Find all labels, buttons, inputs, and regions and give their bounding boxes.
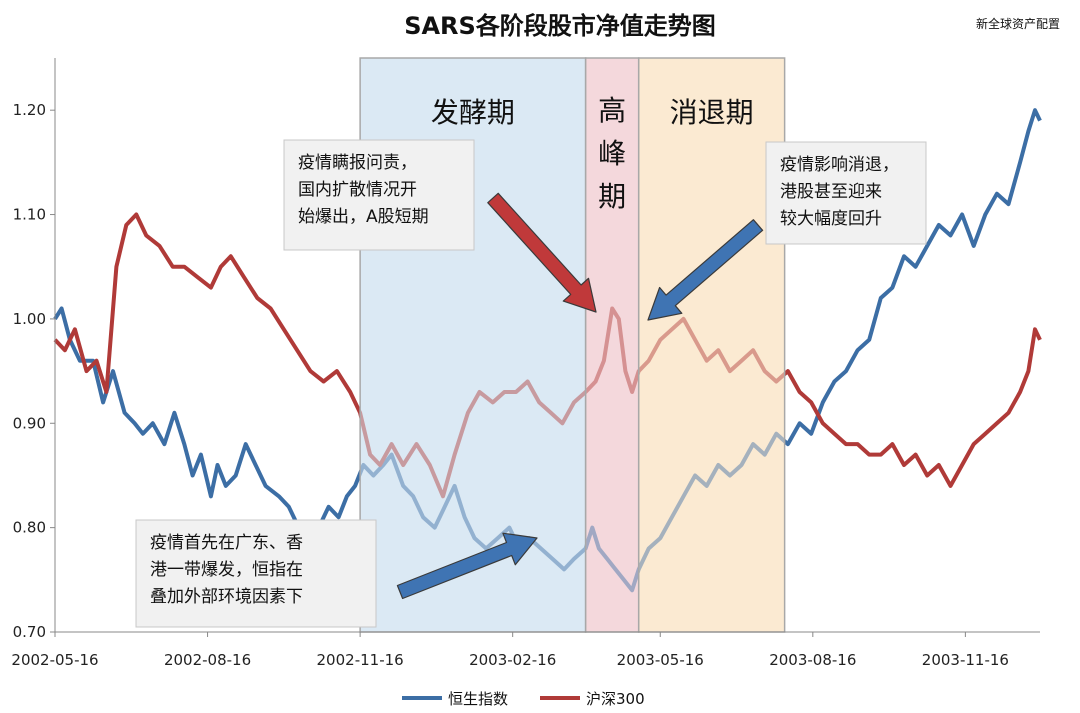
y-tick-label-3: 1.00 [13,310,46,328]
y-tick-label-1: 0.80 [13,519,46,537]
y-tick-label-4: 1.10 [13,206,46,224]
phase-labels: 发酵期 高峰期 消退期 [431,94,754,213]
arrows [396,192,764,600]
x-tick-label-1: 2002-08-16 [164,651,251,669]
annotation-1-line-1: 港股甚至迎来 [780,182,882,202]
legend-label-hsi: 恒生指数 [448,690,508,708]
annotation-2-line-2: 叠加外部环境因素下 [150,587,303,607]
x-tick-label-3: 2003-02-16 [469,651,556,669]
axes: 0.70 0.80 0.90 1.00 1.10 1.20 2002-05-16 2002-0… [11,58,1040,669]
legend: 恒生指数 沪深300 [402,690,645,708]
phase-label-0: 发酵期 [431,96,515,129]
annotation-2-line-0: 疫情首先在广东、香 [150,533,303,553]
annotation-bg-1 [765,141,927,245]
source-label: 新全球资产配置 [976,16,1060,31]
y-tick-label-2: 0.90 [13,414,46,432]
phase-overlay-2 [637,57,786,633]
y-tick-label-5: 1.20 [13,101,46,119]
legend-label-csi300: 沪深300 [586,690,645,708]
x-tick-label-4: 2003-05-16 [617,651,704,669]
annotation-bg-0 [283,139,475,251]
x-tick-label-2: 2002-11-16 [317,651,404,669]
arrow-red [487,192,597,313]
annotation-0-line-0: 疫情瞒报问责， [298,153,417,173]
annotation-0-line-1: 国内扩散情况开 [298,180,417,200]
x-tick-label-0: 2002-05-16 [11,651,98,669]
x-tick-label-6: 2003-11-16 [922,651,1009,669]
arrow-blue-lower [396,532,538,600]
arrow-blue-upper [647,219,764,321]
phase-label-1: 高峰期 [598,94,626,213]
x-tick-label-5: 2003-08-16 [769,651,856,669]
annotation-2-line-1: 港一带爆发，恒指在 [150,560,303,580]
annotation-1-line-2: 较大幅度回升 [780,209,882,229]
phase-overlay-1 [584,57,640,633]
annotation-1-line-0: 疫情影响消退， [780,155,899,175]
annotation-bg-2 [135,519,377,628]
y-tick-label-0: 0.70 [13,623,46,641]
annotation-0-line-2: 始爆出，A股短期 [298,207,429,227]
chart-title: SARS各阶段股市净值走势图 [404,12,716,40]
phase-label-2: 消退期 [670,96,754,129]
